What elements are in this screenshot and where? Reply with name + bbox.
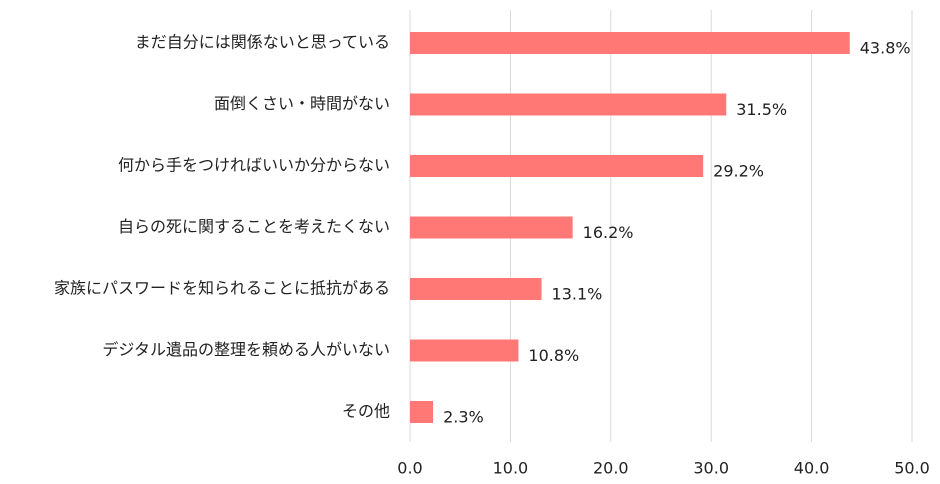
x-tick-label: 0.0 bbox=[397, 459, 422, 478]
y-tick-label: 何から手をつければいいか分からない bbox=[118, 156, 390, 175]
y-tick-label: その他 bbox=[342, 402, 390, 421]
data-label: 13.1% bbox=[552, 285, 603, 304]
x-tick-label: 40.0 bbox=[794, 459, 830, 478]
y-tick-label: 面倒くさい・時間がない bbox=[214, 94, 390, 113]
y-tick-label: 自らの死に関することを考えたくない bbox=[118, 217, 390, 236]
bar bbox=[410, 278, 542, 300]
y-tick-label: まだ自分には関係ないと思っている bbox=[135, 33, 390, 52]
x-tick-label: 20.0 bbox=[593, 459, 629, 478]
x-tick-label: 50.0 bbox=[894, 459, 930, 478]
data-label: 29.2% bbox=[713, 162, 764, 181]
data-label: 31.5% bbox=[736, 100, 787, 119]
x-tick-label: 10.0 bbox=[493, 459, 529, 478]
y-tick-label: デジタル遺品の整理を頼める人がいない bbox=[102, 340, 390, 359]
data-label: 16.2% bbox=[583, 223, 634, 242]
bar bbox=[410, 216, 573, 239]
bar bbox=[410, 32, 850, 54]
y-tick-label: 家族にパスワードを知られることに抵抗がある bbox=[54, 279, 390, 298]
data-label: 2.3% bbox=[443, 408, 484, 427]
bar bbox=[410, 93, 727, 116]
bar bbox=[410, 155, 704, 177]
bar bbox=[410, 339, 519, 362]
data-label: 43.8% bbox=[860, 39, 911, 58]
data-label: 10.8% bbox=[528, 346, 579, 365]
x-tick-label: 30.0 bbox=[693, 459, 729, 478]
bar bbox=[410, 401, 434, 423]
